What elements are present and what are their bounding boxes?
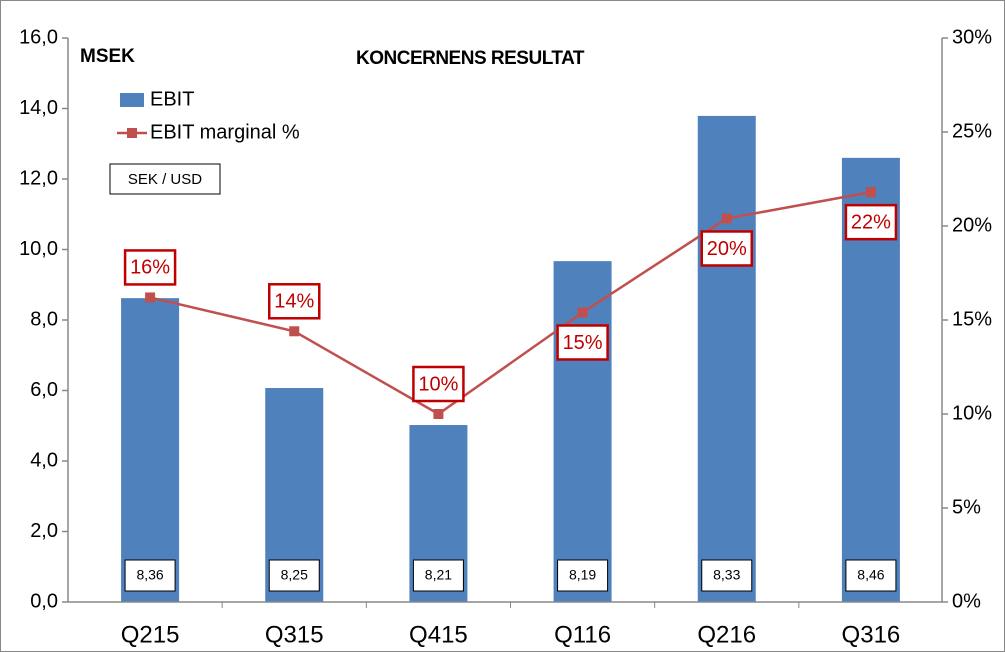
- value-label: 22%: [851, 211, 891, 233]
- x-tick-label: Q216: [697, 621, 756, 648]
- legend-label: EBIT: [150, 88, 194, 110]
- annotation-box: [109, 163, 221, 195]
- x-tick-label: Q315: [265, 621, 324, 648]
- y-tick-label: 12,0: [19, 167, 58, 189]
- legend-swatch: [120, 93, 144, 107]
- y-tick-label: 14,0: [19, 97, 58, 119]
- value-label: 14%: [274, 291, 314, 313]
- value-label: 20%: [707, 238, 747, 260]
- bar: [553, 261, 612, 602]
- y2-tick-label: 15%: [952, 308, 992, 330]
- y2-tick-label: 5%: [952, 496, 981, 518]
- y2-tick-label: 30%: [952, 26, 992, 48]
- value-label-box: [700, 230, 753, 267]
- value-label: 16%: [130, 257, 170, 279]
- y-tick-label: 4,0: [30, 449, 58, 471]
- rate-box: [412, 559, 464, 592]
- y-tick-label: 6,0: [30, 379, 58, 401]
- value-label: 10%: [418, 373, 458, 395]
- value-label-box: [412, 365, 465, 403]
- line: [149, 190, 872, 416]
- marker: [289, 326, 300, 337]
- y-tick-label: 2,0: [30, 520, 58, 542]
- value-label-box: [844, 203, 898, 241]
- rate-label: 8,19: [569, 567, 596, 583]
- y-axis-label: MSEK: [80, 46, 135, 67]
- value-label-box: [123, 249, 177, 286]
- y-tick-label: 10,0: [19, 238, 58, 260]
- annotation: SEK / USD: [128, 171, 202, 188]
- x-tick-label: Q415: [409, 621, 468, 648]
- marker: [145, 292, 156, 303]
- value-label: 15%: [563, 332, 603, 354]
- rate-box: [557, 559, 609, 592]
- y2-tick-label: 0%: [952, 590, 981, 612]
- x-tick-label: Q316: [842, 621, 901, 648]
- rate-box: [845, 559, 897, 592]
- value-label-box: [556, 324, 609, 361]
- rate-label: 8,33: [713, 567, 740, 583]
- value-label-box: [268, 283, 321, 320]
- rate-label: 8,36: [136, 567, 163, 583]
- rate-label: 8,46: [857, 567, 884, 583]
- x-tick-label: Q215: [121, 621, 180, 648]
- y2-tick-label: 20%: [952, 214, 992, 236]
- y-tick-label: 8,0: [30, 308, 58, 330]
- rate-label: 8,25: [281, 567, 308, 583]
- marker: [865, 187, 876, 198]
- bar: [697, 115, 756, 602]
- marker: [433, 409, 444, 419]
- legend-label: EBIT marginal %: [150, 121, 300, 143]
- rate-box: [268, 559, 320, 592]
- chart-title: KONCERNENS RESULTAT: [356, 48, 585, 69]
- y2-tick-label: 10%: [952, 402, 992, 424]
- rate-box: [124, 559, 176, 592]
- y-tick-label: 16,0: [19, 26, 58, 48]
- marker: [577, 307, 588, 318]
- y2-tick-label: 25%: [952, 120, 992, 142]
- rate-label: 8,21: [425, 567, 452, 583]
- bar: [121, 298, 180, 602]
- y-tick-label: 0,0: [30, 590, 58, 612]
- x-tick-label: Q116: [554, 621, 611, 648]
- marker: [721, 213, 732, 224]
- rate-box: [701, 559, 753, 592]
- legend-marker: [127, 128, 137, 138]
